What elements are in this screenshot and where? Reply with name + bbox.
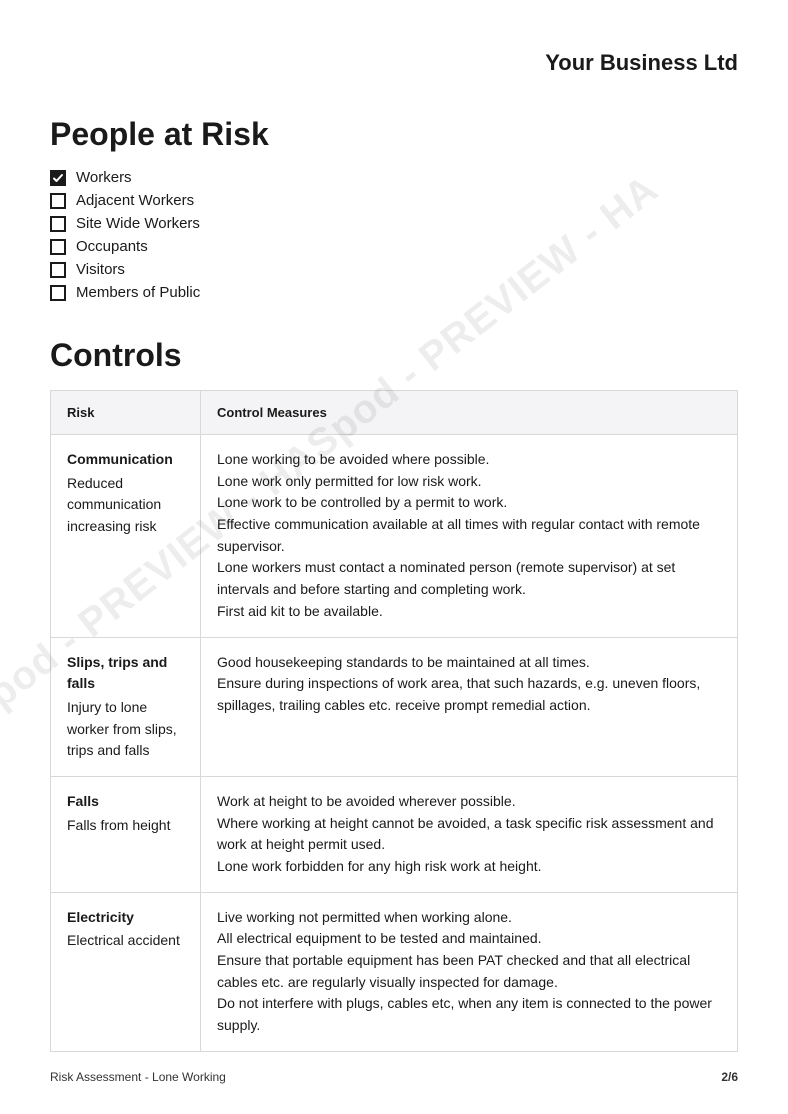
people-at-risk-label: Occupants [76, 238, 148, 255]
people-at-risk-item: Occupants [50, 238, 738, 255]
measure-line: Live working not permitted when working … [217, 907, 721, 929]
table-row: CommunicationReduced communication incre… [51, 435, 738, 638]
measure-line: Do not interfere with plugs, cables etc,… [217, 993, 721, 1036]
section-controls-title: Controls [50, 337, 738, 374]
measures-cell: Lone working to be avoided where possibl… [201, 435, 738, 638]
people-at-risk-label: Workers [76, 169, 132, 186]
measures-cell: Work at height to be avoided wherever po… [201, 776, 738, 892]
measure-line: Good housekeeping standards to be mainta… [217, 652, 721, 674]
risk-title: Slips, trips and falls [67, 652, 184, 695]
measure-line: Lone work to be controlled by a permit t… [217, 492, 721, 514]
people-at-risk-item: Adjacent Workers [50, 192, 738, 209]
checkbox-unchecked-icon[interactable] [50, 193, 66, 209]
checkbox-unchecked-icon[interactable] [50, 216, 66, 232]
checkbox-unchecked-icon[interactable] [50, 262, 66, 278]
risk-title: Electricity [67, 907, 184, 929]
risk-cell: CommunicationReduced communication incre… [51, 435, 201, 638]
risk-description: Injury to lone worker from slips, trips … [67, 697, 184, 762]
risk-cell: Slips, trips and fallsInjury to lone wor… [51, 637, 201, 776]
measure-line: Effective communication available at all… [217, 514, 721, 557]
table-header-measures: Control Measures [201, 391, 738, 435]
risk-description: Reduced communication increasing risk [67, 473, 184, 538]
people-at-risk-item: Visitors [50, 261, 738, 278]
table-header-risk: Risk [51, 391, 201, 435]
company-name: Your Business Ltd [50, 50, 738, 76]
table-row: ElectricityElectrical accident Live worki… [51, 892, 738, 1051]
people-at-risk-label: Adjacent Workers [76, 192, 194, 209]
measures-cell: Live working not permitted when working … [201, 892, 738, 1051]
document-page: Your Business Ltd People at Risk Workers… [0, 0, 788, 1114]
footer-page-number: 2/6 [721, 1070, 738, 1084]
measure-line: Lone working to be avoided where possibl… [217, 449, 721, 471]
measures-cell: Good housekeeping standards to be mainta… [201, 637, 738, 776]
controls-table-body: CommunicationReduced communication incre… [51, 435, 738, 1052]
measure-line: Ensure during inspections of work area, … [217, 673, 721, 716]
people-at-risk-list: Workers Adjacent Workers Site Wide Workers… [50, 169, 738, 301]
measure-line: Lone workers must contact a nominated pe… [217, 557, 721, 600]
measure-line: Work at height to be avoided wherever po… [217, 791, 721, 813]
risk-title: Falls [67, 791, 184, 813]
checkbox-unchecked-icon[interactable] [50, 285, 66, 301]
people-at-risk-item: Workers [50, 169, 738, 186]
risk-cell: FallsFalls from height [51, 776, 201, 892]
risk-description: Electrical accident [67, 930, 184, 952]
measure-line: Lone work forbidden for any high risk wo… [217, 856, 721, 878]
measure-line: All electrical equipment to be tested an… [217, 928, 721, 950]
people-at-risk-label: Members of Public [76, 284, 200, 301]
section-people-at-risk-title: People at Risk [50, 116, 738, 153]
people-at-risk-label: Site Wide Workers [76, 215, 200, 232]
measure-line: First aid kit to be available. [217, 601, 721, 623]
risk-title: Communication [67, 449, 184, 471]
measure-line: Ensure that portable equipment has been … [217, 950, 721, 993]
people-at-risk-item: Site Wide Workers [50, 215, 738, 232]
risk-description: Falls from height [67, 815, 184, 837]
checkbox-unchecked-icon[interactable] [50, 239, 66, 255]
people-at-risk-label: Visitors [76, 261, 125, 278]
measure-line: Lone work only permitted for low risk wo… [217, 471, 721, 493]
risk-cell: ElectricityElectrical accident [51, 892, 201, 1051]
checkbox-checked-icon[interactable] [50, 170, 66, 186]
measure-line: Where working at height cannot be avoide… [217, 813, 721, 856]
table-row: FallsFalls from height Work at height to … [51, 776, 738, 892]
controls-table: Risk Control Measures CommunicationReduc… [50, 390, 738, 1052]
page-footer: Risk Assessment - Lone Working 2/6 [50, 1070, 738, 1084]
people-at-risk-item: Members of Public [50, 284, 738, 301]
footer-doc-title: Risk Assessment - Lone Working [50, 1070, 226, 1084]
table-row: Slips, trips and fallsInjury to lone wor… [51, 637, 738, 776]
